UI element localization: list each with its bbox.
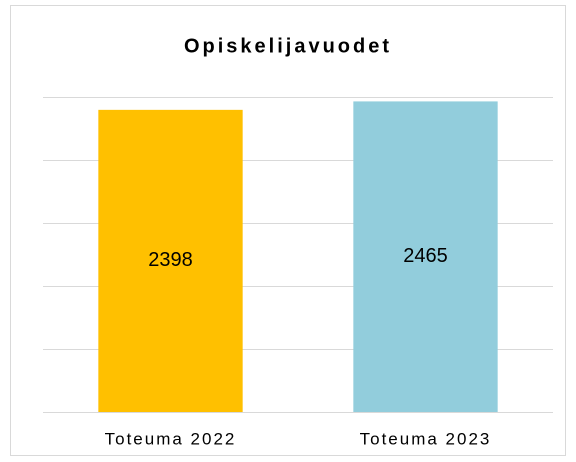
chart-title: Opiskelijavuodet bbox=[184, 35, 392, 57]
data-label: 2465 bbox=[403, 245, 448, 267]
bar bbox=[353, 101, 498, 412]
x-tick-label: Toteuma 2022 bbox=[105, 429, 237, 448]
bar bbox=[98, 109, 243, 413]
x-tick-label: Toteuma 2023 bbox=[360, 429, 492, 448]
data-label: 2398 bbox=[148, 249, 193, 271]
